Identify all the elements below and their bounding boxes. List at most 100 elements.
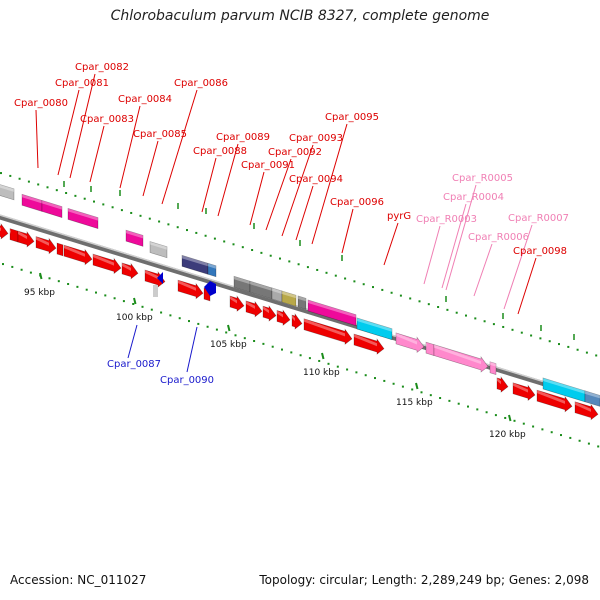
tick-dot-lower xyxy=(420,391,423,394)
label-leader-line xyxy=(503,224,533,310)
grey-gene-shine xyxy=(298,295,306,302)
tick-dot-upper xyxy=(241,246,244,249)
cyan-gene-shine xyxy=(357,317,392,332)
red-gene-arrow-shine xyxy=(497,377,501,385)
red-gene-arrow-shine xyxy=(292,315,295,322)
label-leader-line xyxy=(383,222,399,266)
label-leader-line xyxy=(311,123,348,245)
grey-gene-shine xyxy=(150,241,167,250)
scale-label-115kbp: 115 kbp xyxy=(396,398,433,408)
gene-label-cpar-0094[interactable]: Cpar_0094 xyxy=(289,174,343,185)
label-leader-line xyxy=(423,225,441,285)
major-tick xyxy=(321,352,325,360)
gene-label-cpar-0095[interactable]: Cpar_0095 xyxy=(325,112,379,123)
tick-dot-lower xyxy=(578,439,581,442)
gene-label-cpar-0096[interactable]: Cpar_0096 xyxy=(330,197,384,208)
tick-dot-lower xyxy=(374,377,376,380)
red-gene-arrow xyxy=(63,244,93,266)
red-gene-arrow-shine xyxy=(513,382,528,393)
tick-dot-lower xyxy=(271,345,274,348)
red-gene-arrow-shine xyxy=(246,300,255,309)
scale-ticks xyxy=(0,172,600,448)
tick-dot-upper xyxy=(139,214,142,217)
blue-gene xyxy=(207,262,217,278)
gene-label-cpar-0091[interactable]: Cpar_0091 xyxy=(241,160,295,171)
gene-label-cpar-0090[interactable]: Cpar_0090 xyxy=(160,375,214,386)
pink-rna-arrow xyxy=(425,341,435,356)
gene-label-cpar-0081[interactable]: Cpar_0081 xyxy=(55,78,109,89)
gene-label-cpar-r0005[interactable]: Cpar_R0005 xyxy=(452,173,513,184)
red-gene-arrow xyxy=(353,333,385,355)
tick-dot-lower xyxy=(467,405,469,408)
red-gene-arrow xyxy=(291,313,303,330)
magenta-gene xyxy=(41,200,63,218)
label-leader-line xyxy=(265,158,292,231)
tick-dot-upper xyxy=(102,203,105,206)
red-gene-arrow xyxy=(177,279,204,300)
tick-dot-lower xyxy=(281,348,283,351)
gene-label-cpar-0092[interactable]: Cpar_0092 xyxy=(268,147,322,158)
label-leader-line xyxy=(341,208,354,254)
tick-dot-upper xyxy=(130,211,133,214)
red-gene-arrow-shine xyxy=(575,401,591,412)
tick-dot-lower xyxy=(429,394,432,397)
gene-label-cpar-0085[interactable]: Cpar_0085 xyxy=(133,129,187,140)
red-gene-arrow xyxy=(9,228,19,243)
tick-dot-lower xyxy=(160,311,163,314)
red-gene-arrow xyxy=(144,269,166,288)
tick-dot-upper xyxy=(288,260,291,263)
scale-label-105kbp: 105 kbp xyxy=(210,340,247,350)
accession-text: Accession: NC_011027 xyxy=(10,573,147,587)
gene-label-pyrg[interactable]: pyrG xyxy=(387,211,411,222)
tick-dot-upper xyxy=(334,274,337,277)
blue-gene-shine xyxy=(585,390,600,399)
red-gene-arrow-shine xyxy=(122,262,131,271)
gene-label-cpar-r0007[interactable]: Cpar_R0007 xyxy=(508,213,569,224)
tick-dot-upper xyxy=(511,328,514,331)
red-gene-arrow-shine xyxy=(263,306,269,314)
major-tick xyxy=(39,272,43,280)
tick-dot-lower xyxy=(569,436,572,439)
major-tick xyxy=(508,414,512,422)
tick-dot-lower xyxy=(299,354,302,357)
gene-label-cpar-0080[interactable]: Cpar_0080 xyxy=(14,98,68,109)
tick-dot-lower xyxy=(522,422,525,425)
gene-label-cpar-0082[interactable]: Cpar_0082 xyxy=(75,62,129,73)
label-leader-line xyxy=(161,89,198,205)
gene-label-cpar-r0004[interactable]: Cpar_R0004 xyxy=(443,192,504,203)
tick-dot-lower xyxy=(401,385,404,388)
pink-rna-arrow xyxy=(395,332,425,353)
blue-gene-reverse xyxy=(204,281,216,296)
tick-dot-upper xyxy=(465,314,467,317)
tick-dot-upper xyxy=(372,286,374,289)
gene-label-cpar-0089[interactable]: Cpar_0089 xyxy=(216,132,270,143)
blue-gene-reverse xyxy=(157,272,163,284)
gene-label-cpar-0093[interactable]: Cpar_0093 xyxy=(289,133,343,144)
gene-label-cpar-0083[interactable]: Cpar_0083 xyxy=(80,114,134,125)
gene-label-cpar-0086[interactable]: Cpar_0086 xyxy=(174,78,228,89)
tick-dot-upper xyxy=(204,234,207,237)
gene-label-cpar-0098[interactable]: Cpar_0098 xyxy=(513,246,567,257)
gene-label-cpar-0084[interactable]: Cpar_0084 xyxy=(118,94,172,105)
tick-dot-lower xyxy=(122,300,125,303)
grey-gene xyxy=(0,184,15,201)
tick-dot-lower xyxy=(234,334,237,337)
tick-dot-lower xyxy=(532,425,535,428)
major-tick xyxy=(227,324,231,332)
olive-gene xyxy=(281,290,297,307)
gene-label-cpar-0087[interactable]: Cpar_0087 xyxy=(107,359,161,370)
magenta-gene-shine xyxy=(22,194,42,204)
grey-gene-shine xyxy=(0,184,14,192)
major-tick xyxy=(133,297,137,305)
grey-gene-shine xyxy=(250,281,272,291)
tick-dot-lower xyxy=(76,285,79,288)
gene-label-cpar-r0003[interactable]: Cpar_R0003 xyxy=(416,214,477,225)
gene-label-cpar-0088[interactable]: Cpar_0088 xyxy=(193,146,247,157)
tick-dot-lower xyxy=(262,342,265,345)
tick-dot-lower xyxy=(225,331,228,334)
tick-dot-upper xyxy=(74,194,77,197)
magenta-gene xyxy=(67,207,99,230)
red-gene-arrow xyxy=(512,382,536,401)
gene-label-cpar-r0006[interactable]: Cpar_R0006 xyxy=(468,232,529,243)
tick-dot-upper xyxy=(381,288,384,291)
